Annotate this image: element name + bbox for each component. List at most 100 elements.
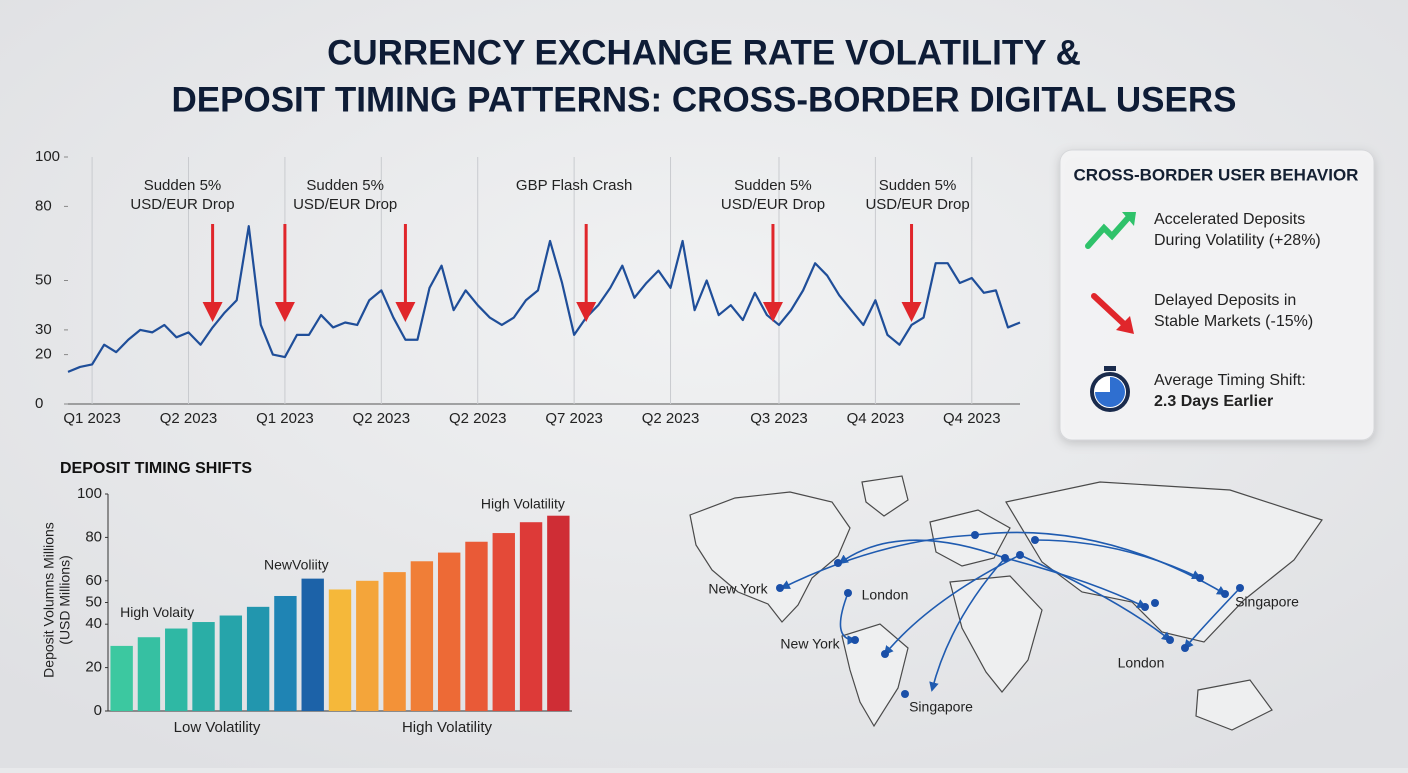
sidebar-text: During Volatility (+28%): [1154, 232, 1321, 249]
sidebar-text: Average Timing Shift:: [1154, 372, 1306, 389]
arrow-head: [202, 302, 223, 322]
node: [1001, 554, 1009, 562]
x-group-label: High Volatility: [402, 719, 493, 736]
x-tick-label: Q2 2023: [642, 410, 700, 427]
x-tick-label: Q4 2023: [847, 410, 905, 427]
x-group-label: Low Volatility: [174, 719, 261, 736]
y-label: Deposit Volumns Millions: [41, 522, 57, 678]
annotation: High Volaity: [120, 604, 194, 620]
continent: [1005, 481, 1323, 643]
y-tick-label: 0: [94, 702, 102, 719]
route: [1004, 557, 1147, 608]
bar: [383, 572, 406, 711]
down-icon: [1091, 293, 1127, 327]
annotation: USD/EUR Drop: [130, 196, 234, 213]
arrow-head: [901, 302, 922, 322]
y-tick-label: 80: [35, 197, 52, 214]
up-icon: [1085, 215, 1131, 249]
x-tick-label: Q2 2023: [353, 410, 411, 427]
annotation: NewVoliity: [264, 556, 329, 572]
map: [689, 475, 1323, 731]
y-tick-label: 50: [35, 271, 52, 288]
sidebar-text: Accelerated Deposits: [1154, 211, 1305, 228]
x-tick-label: Q4 2023: [943, 410, 1001, 427]
node: [834, 559, 842, 567]
title-line: CURRENCY EXCHANGE RATE VOLATILITY &: [327, 33, 1081, 72]
title-line: DEPOSIT TIMING PATTERNS: CROSS-BORDER DI…: [172, 80, 1237, 119]
node: [881, 650, 889, 658]
bar: [492, 533, 515, 711]
bar: [356, 580, 379, 711]
node: [1221, 590, 1229, 598]
bar: [547, 515, 570, 711]
routes: [780, 531, 1241, 692]
timer-top: [1104, 366, 1116, 371]
y-tick-label: 50: [85, 593, 102, 610]
y-tick-label: 20: [35, 346, 52, 363]
y-tick-label: 20: [85, 659, 102, 676]
bar: [519, 522, 543, 711]
annotation: USD/EUR Drop: [721, 196, 825, 213]
continent: [949, 575, 1043, 693]
arrow-head: [576, 302, 597, 322]
y-tick-label: 0: [35, 395, 43, 412]
sidebar-title: CROSS-BORDER USER BEHAVIOR: [1074, 165, 1359, 184]
node: [1151, 599, 1159, 607]
annotation: High Volatility: [481, 496, 565, 512]
y-label: (USD Millions): [57, 555, 73, 644]
bar: [110, 645, 133, 711]
sidebar-text: Stable Markets (-15%): [1154, 313, 1313, 330]
route: [839, 592, 857, 645]
route: [1034, 539, 1202, 580]
bar: [301, 578, 324, 711]
continent: [689, 491, 851, 623]
node: [1141, 603, 1149, 611]
node: [1196, 574, 1204, 582]
bar: [165, 628, 188, 711]
bar: [410, 561, 434, 711]
bar: [328, 589, 352, 711]
node: [1181, 644, 1189, 652]
sidebar-text: Delayed Deposits in: [1154, 292, 1296, 309]
x-tick-label: Q1 2023: [63, 410, 121, 427]
x-tick-label: Q2 2023: [449, 410, 507, 427]
sidebar-panel: [1059, 149, 1375, 441]
route: [929, 557, 1006, 692]
y-tick-label: 30: [35, 321, 52, 338]
timer-fill: [1095, 377, 1125, 407]
map-labels: New York London New York Singapore Londo…: [708, 581, 1299, 715]
city-label: New York: [708, 581, 768, 597]
y-tick-label: 60: [85, 572, 102, 589]
arrow-head: [762, 302, 783, 322]
bar: [465, 541, 488, 711]
map-nodes: [776, 531, 1244, 698]
route: [780, 534, 976, 589]
arrow-head: [274, 302, 295, 322]
x-tick-label: Q2 2023: [160, 410, 218, 427]
city-label: London: [862, 587, 909, 603]
route: [1019, 554, 1172, 642]
node: [1166, 636, 1174, 644]
bar: [246, 606, 270, 711]
annotation: Sudden 5%: [734, 177, 812, 194]
sidebar-text: 2.3 Days Earlier: [1154, 393, 1273, 410]
city-label: London: [1118, 655, 1165, 671]
annotation: Sudden 5%: [879, 177, 957, 194]
annotation: Sudden 5%: [306, 177, 384, 194]
annotation: USD/EUR Drop: [865, 196, 969, 213]
up-icon-head: [1122, 212, 1136, 226]
y-tick-label: 40: [85, 615, 102, 632]
bar: [137, 637, 161, 711]
node: [1016, 551, 1024, 559]
sidebar: CROSS-BORDER USER BEHAVIOR Accelerated D…: [1059, 149, 1375, 441]
node: [776, 584, 784, 592]
annotation: Sudden 5%: [144, 177, 222, 194]
bar: [192, 622, 215, 711]
city-label: New York: [780, 636, 840, 652]
y-tick-label: 100: [77, 485, 102, 502]
y-tick-label: 100: [35, 148, 60, 165]
line: [67, 225, 1021, 373]
route: [1183, 587, 1241, 650]
down-icon-head: [1116, 316, 1134, 334]
